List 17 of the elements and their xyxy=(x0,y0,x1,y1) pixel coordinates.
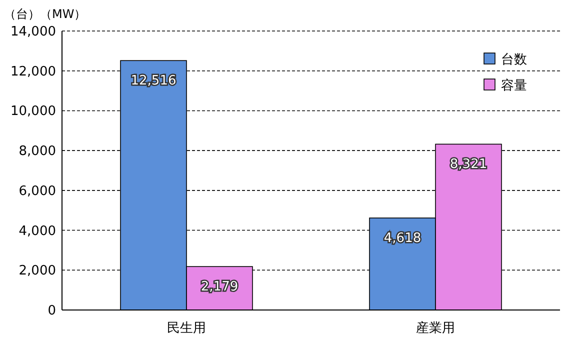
y-tick-label: 10,000 xyxy=(10,104,56,120)
y-tick-label: 12,000 xyxy=(10,64,56,80)
data-label: 8,321 xyxy=(450,157,488,172)
y-tick-label: 4,000 xyxy=(18,224,56,239)
x-tick-label: 民生用 xyxy=(167,321,206,336)
y-tick-label: 2,000 xyxy=(18,264,56,279)
y-axis-title: （台）（MW） xyxy=(4,7,86,21)
y-tick-label: 8,000 xyxy=(18,144,56,160)
legend-label: 容量 xyxy=(501,78,527,94)
x-tick-label: 産業用 xyxy=(416,320,455,336)
data-label: 2,179 xyxy=(200,280,238,295)
data-label: 4,618 xyxy=(384,230,422,246)
legend-label: 台数 xyxy=(501,52,527,68)
y-tick-label: 6,000 xyxy=(18,184,56,199)
y-tick-label: 0 xyxy=(48,304,56,318)
data-label: 12,516 xyxy=(130,74,176,89)
y-tick-label: 14,000 xyxy=(10,24,56,40)
